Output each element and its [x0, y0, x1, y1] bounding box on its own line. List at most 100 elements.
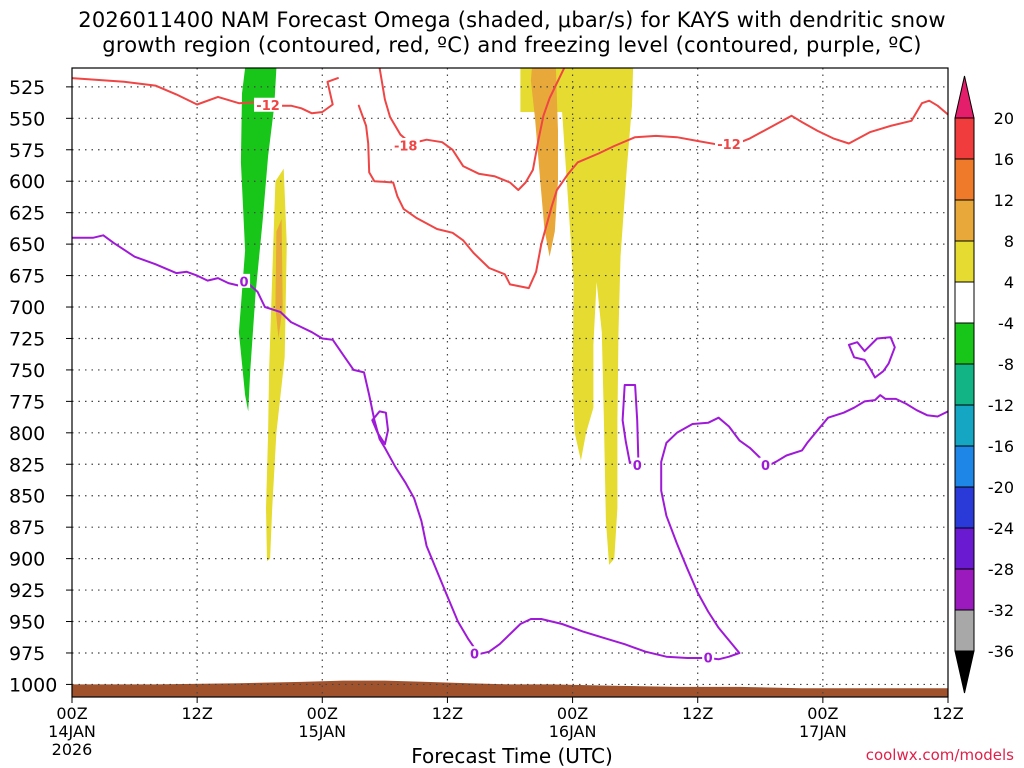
colorbar-label-10: -24: [988, 519, 1014, 538]
contour-5: [621, 384, 640, 464]
colorbar-label-3: 8: [1004, 232, 1014, 251]
contour-label-1: -12: [717, 138, 741, 153]
contour-layer: [72, 68, 948, 661]
contour-1: [357, 99, 948, 290]
omega-region-3: [520, 68, 634, 565]
contour-label-0-bg: [254, 97, 283, 112]
colorbar-label-4: 4: [1004, 273, 1014, 292]
colorbar-swatch-14: [954, 650, 975, 694]
omega-shading-layer: [238, 68, 634, 565]
contour-3: [72, 234, 948, 661]
colorbar-label-5: -4: [998, 314, 1014, 333]
contour-label-extra-1-bg: [702, 650, 715, 665]
colorbar-swatch-3: [954, 199, 975, 242]
site-credit: coolwx.com/models: [865, 746, 1014, 764]
colorbar-swatch-12: [954, 568, 975, 611]
contour-label-extra-2-bg: [759, 457, 772, 472]
colorbar-label-9: -20: [988, 478, 1014, 497]
contour-label-2-bg: [391, 137, 420, 152]
chart-title-line-2: growth region (contoured, red, ºC) and f…: [102, 33, 922, 57]
y-tick-label-850: 850: [9, 486, 45, 508]
colorbar-label-1: 16: [994, 150, 1014, 169]
y-tick-label-925: 925: [9, 580, 45, 602]
colorbar-swatch-0: [954, 75, 975, 119]
colorbar-swatch-7: [954, 363, 975, 406]
y-tick-label-1000: 1000: [9, 674, 57, 696]
colorbar-label-8: -16: [988, 437, 1014, 456]
x-tick-year-0: 2026: [52, 740, 93, 759]
colorbar-swatch-11: [954, 527, 975, 570]
omega-region-2: [275, 219, 283, 339]
contour-label-extra-0-bg: [468, 646, 481, 661]
y-tick-label-700: 700: [9, 297, 45, 319]
contour-label-5: 0: [633, 459, 642, 474]
colorbar-label-0: 20: [994, 109, 1014, 128]
terrain-layer: [72, 680, 948, 697]
colorbar-swatch-1: [954, 117, 975, 160]
y-tick-label-625: 625: [9, 203, 45, 225]
contour-label-3-bg: [238, 273, 251, 288]
x-axis-title: Forecast Time (UTC): [411, 744, 613, 768]
contour-label-extra-0: 0: [470, 648, 479, 663]
y-tick-label-950: 950: [9, 612, 45, 634]
contour-label-0: -12: [256, 99, 280, 114]
colorbar-swatch-8: [954, 404, 975, 447]
x-tick-date-2: 15JAN: [298, 722, 346, 741]
contour-4: [371, 410, 389, 446]
colorbar-swatch-13: [954, 609, 975, 652]
x-tick-date-4: 16JAN: [549, 722, 597, 741]
y-tick-label-575: 575: [9, 140, 45, 162]
contour-label-extra-1: 0: [704, 652, 713, 667]
plot-frame: [71, 67, 949, 698]
contour-label-2: -18: [394, 139, 418, 154]
contour-6: [847, 336, 896, 379]
x-tick-label-2: 00Z: [307, 704, 338, 723]
omega-region-1: [266, 168, 287, 562]
y-tick-label-825: 825: [9, 454, 45, 476]
y-tick-label-550: 550: [9, 108, 45, 130]
y-tick-label-675: 675: [9, 266, 45, 288]
contour-label-1-bg: [715, 136, 743, 151]
colorbar-swatch-2: [954, 158, 975, 201]
x-tick-label-6: 00Z: [807, 704, 838, 723]
axes: 525 550 575 600 625 650 675 700 725 750 775 800 825 8…: [9, 67, 964, 759]
contour-2: [378, 68, 566, 191]
contour-label-5-bg: [631, 457, 644, 472]
colorbar-label-2: 12: [994, 191, 1014, 210]
chart-title-line-1: 2026011400 NAM Forecast Omega (shaded, μ…: [78, 8, 946, 32]
x-tick-date-6: 17JAN: [799, 722, 847, 741]
omega-region-0: [238, 68, 277, 412]
colorbar-swatch-5: [954, 281, 975, 324]
y-tick-label-800: 800: [9, 423, 45, 445]
colorbar-label-11: -28: [988, 560, 1014, 579]
terrain-surface: [72, 680, 948, 697]
y-tick-label-525: 525: [9, 77, 45, 99]
colorbar-label-13: -36: [988, 642, 1014, 661]
colorbar-swatch-9: [954, 445, 975, 488]
contour-0: [72, 77, 339, 115]
colorbar: 20 16 12 8 4 -4 -8 -12 -16 -20 -24 -28 -32 -36: [954, 75, 1014, 694]
x-tick-date-0: 14JAN: [48, 722, 96, 741]
y-tick-label-775: 775: [9, 391, 45, 413]
x-tick-label-7: 12Z: [932, 704, 963, 723]
contour-label-extra-2: 0: [761, 459, 770, 474]
x-tick-label-4: 00Z: [557, 704, 588, 723]
colorbar-swatch-6: [954, 322, 975, 365]
y-tick-label-875: 875: [9, 517, 45, 539]
colorbar-label-12: -32: [988, 601, 1014, 620]
contour-label-layer: -12 -12 -18 0 0 0 0 0: [238, 97, 772, 667]
y-tick-label-600: 600: [9, 171, 45, 193]
y-tick-label-975: 975: [9, 643, 45, 665]
contour-label-3: 0: [240, 275, 249, 290]
gridlines: [72, 68, 948, 697]
y-tick-label-725: 725: [9, 328, 45, 350]
colorbar-swatch-4: [954, 240, 975, 283]
x-tick-label-0: 00Z: [56, 704, 87, 723]
x-tick-label-1: 12Z: [181, 704, 212, 723]
x-tick-label-5: 12Z: [682, 704, 713, 723]
y-tick-label-650: 650: [9, 234, 45, 256]
colorbar-label-6: -8: [998, 355, 1014, 374]
y-tick-label-750: 750: [9, 360, 45, 382]
colorbar-label-7: -12: [988, 396, 1014, 415]
